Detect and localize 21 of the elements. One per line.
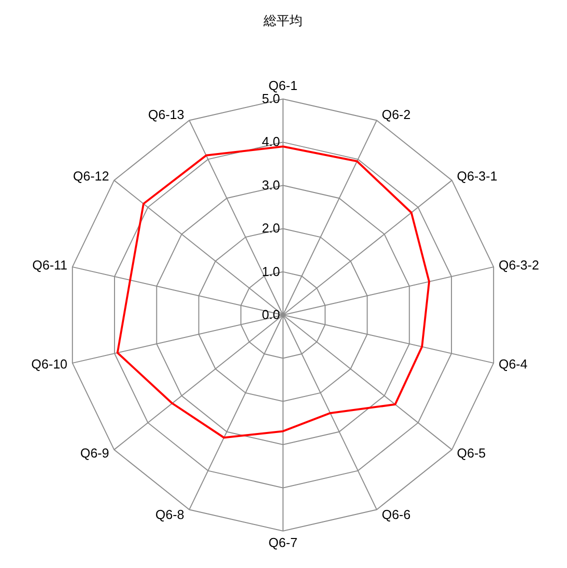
y-tick-label: 0.0 (262, 307, 280, 322)
spoke-label: Q6-6 (382, 507, 411, 522)
spoke-label: Q6-3-1 (456, 168, 498, 184)
spoke-label: Q6-13 (148, 106, 184, 122)
spoke-label: Q6-1 (268, 78, 298, 93)
y-tick-label: 4.0 (262, 134, 280, 150)
spoke-label: Q6-9 (80, 445, 110, 460)
spoke-label: Q6-8 (155, 507, 184, 522)
y-tick-label: 2.0 (262, 220, 280, 236)
y-tick-label: 5.0 (262, 91, 280, 106)
y-tick-label: 3.0 (262, 177, 280, 192)
spoke-label: Q6-10 (31, 356, 68, 372)
spoke-label: Q6-7 (268, 535, 298, 550)
spoke-label: Q6-11 (32, 258, 68, 273)
spoke-label: Q6-5 (456, 445, 486, 460)
y-tick-label: 1.0 (262, 264, 280, 279)
chart-title: 総平均 (262, 14, 302, 29)
spoke-label: Q6-2 (382, 106, 411, 122)
spoke-label: Q6-4 (498, 356, 528, 372)
spoke-label: Q6-3-2 (498, 258, 540, 273)
spoke-label: Q6-12 (72, 168, 110, 184)
